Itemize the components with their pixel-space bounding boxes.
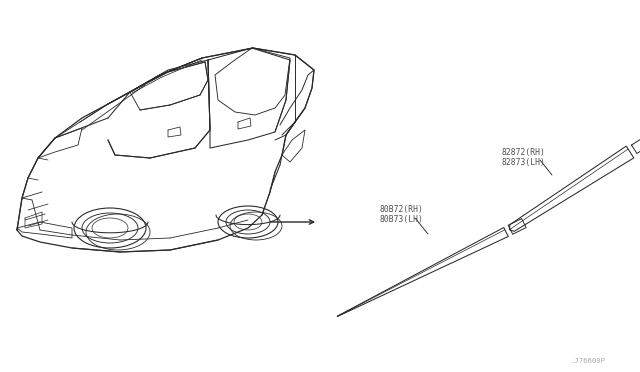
Text: 82873(LH): 82873(LH) [502,158,546,167]
Text: 80B73(LH): 80B73(LH) [380,215,424,224]
Text: 82872(RH): 82872(RH) [502,148,546,157]
Text: 80B72(RH): 80B72(RH) [380,205,424,214]
Text: .J76600P: .J76600P [570,358,605,364]
